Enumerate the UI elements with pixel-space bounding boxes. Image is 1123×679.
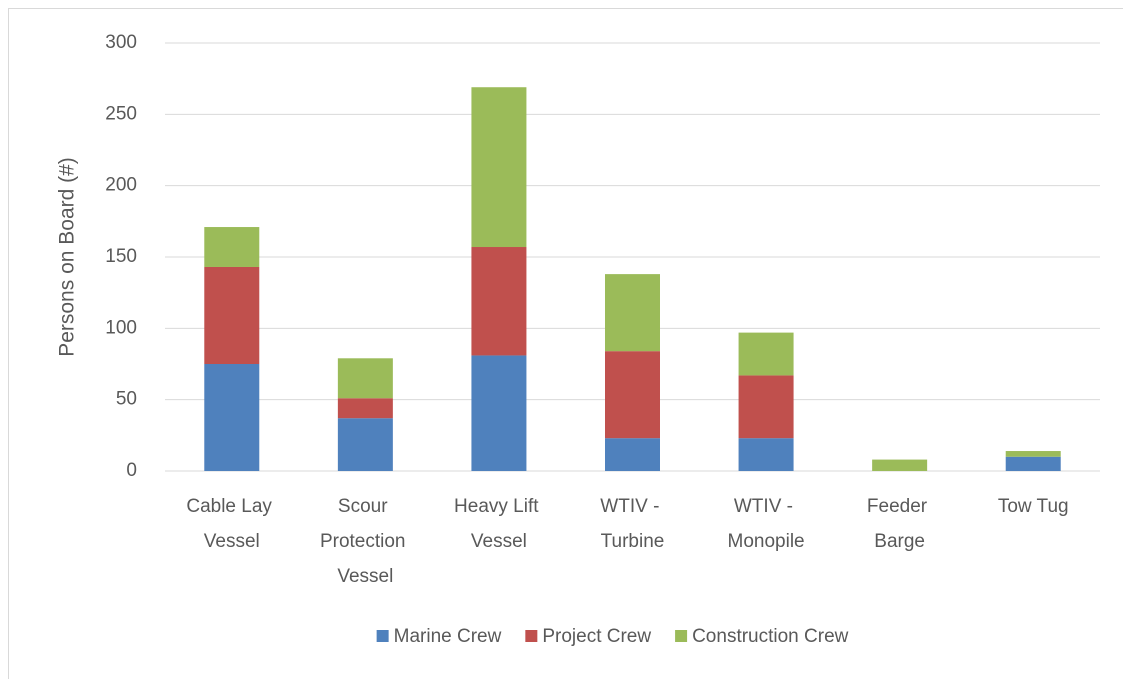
bar-segment	[337, 418, 393, 471]
bar-segment	[471, 87, 527, 248]
bar-segment	[337, 398, 393, 419]
x-tick-label: Scour Protection Vessel	[320, 496, 411, 587]
x-tick-label: WTIV - Monopile	[728, 496, 805, 552]
bar-segment	[1005, 451, 1061, 457]
legend-label: Marine Crew	[394, 626, 502, 647]
bar-segment	[738, 375, 794, 439]
x-tick-label: Feeder Barge	[867, 496, 932, 552]
bar-segment	[204, 266, 260, 364]
x-tick-label: Heavy Lift Vessel	[454, 496, 544, 552]
bar-segment	[605, 351, 660, 439]
chart-frame	[8, 8, 1123, 679]
bar-segment	[471, 247, 527, 356]
y-tick-label: 150	[105, 246, 137, 267]
y-tick-label: 200	[105, 175, 137, 196]
bar-segment	[471, 355, 527, 471]
bar-segment	[605, 274, 660, 352]
x-tick-label-line: Turbine	[601, 531, 665, 552]
x-tick-label-line: Vessel	[337, 566, 393, 587]
x-tick-label: WTIV - Turbine	[600, 496, 664, 552]
legend-label: Construction Crew	[692, 626, 849, 647]
bar-segment	[337, 358, 393, 399]
x-tick-label-line: Vessel	[204, 531, 260, 552]
bar-segment	[872, 459, 928, 471]
x-tick-label: Cable Lay Vessel	[186, 496, 277, 552]
bar-segment	[204, 364, 260, 471]
x-tick-label-line: Heavy Lift	[454, 496, 544, 517]
x-tick-label-line: Protection	[320, 531, 411, 552]
x-tick-label-line: WTIV -	[734, 496, 798, 517]
y-tick-label: 250	[105, 103, 137, 124]
y-tick-label: 0	[126, 460, 137, 481]
legend-swatch	[675, 630, 688, 642]
bar-segment	[1005, 456, 1061, 471]
x-tick-label: Tow Tug	[998, 496, 1069, 517]
legend: Marine Crew Project Crew Construction Crew	[376, 626, 849, 647]
x-tick-label-line: Tow Tug	[998, 496, 1069, 517]
bar-segment	[738, 332, 794, 376]
bar-segment	[605, 438, 660, 471]
y-tick-label: 300	[105, 32, 137, 53]
x-tick-label-line: Monopile	[728, 531, 805, 552]
x-tick-label-line: Vessel	[471, 531, 527, 552]
y-tick-label: 50	[116, 389, 137, 410]
legend-label: Project Crew	[542, 626, 651, 647]
legend-swatch	[376, 630, 389, 642]
bar-segment	[738, 438, 794, 471]
bar-segment	[204, 227, 260, 267]
x-tick-label-line: Barge	[874, 531, 925, 552]
legend-swatch	[525, 630, 538, 642]
x-tick-label-line: Cable Lay	[186, 496, 277, 517]
x-tick-label-line: WTIV -	[600, 496, 664, 517]
x-tick-label-line: Scour	[338, 496, 393, 517]
y-axis-label: Persons on Board (#)	[56, 157, 79, 357]
y-tick-label: 100	[105, 317, 137, 338]
x-tick-label-line: Feeder	[867, 496, 932, 517]
